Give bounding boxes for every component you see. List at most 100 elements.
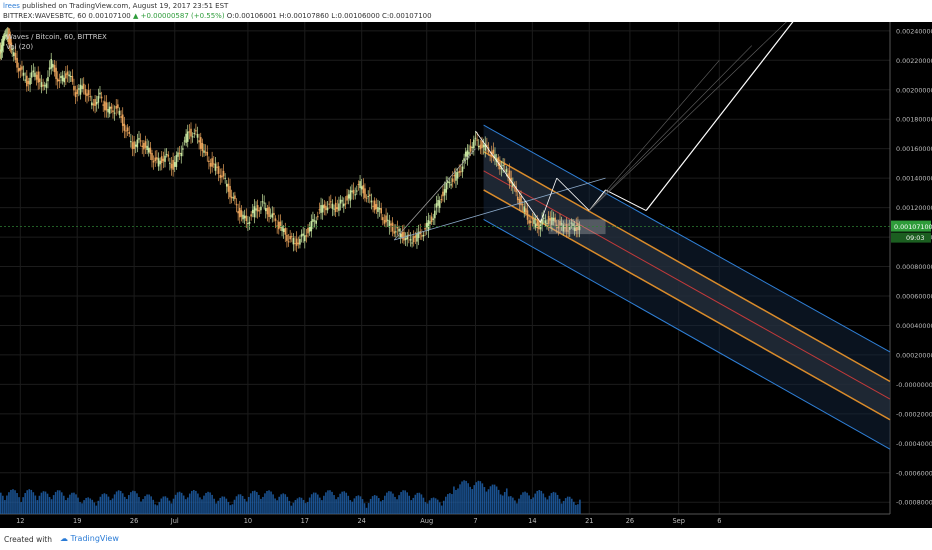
candle-body — [487, 147, 490, 153]
candle-body — [84, 89, 87, 95]
author-link[interactable]: lrees — [3, 2, 20, 10]
candle-body — [92, 103, 95, 106]
candle-body — [35, 74, 38, 80]
candle-body — [8, 35, 10, 42]
candle-body — [160, 156, 163, 163]
candle-body — [29, 77, 31, 85]
candle-body — [351, 190, 353, 193]
candle-body — [520, 196, 522, 206]
candle-body — [7, 34, 9, 39]
candle-body — [481, 140, 483, 149]
volume-bar — [554, 492, 557, 514]
candle-body — [541, 219, 543, 225]
candle-body — [456, 172, 459, 179]
volume-bar — [89, 498, 92, 514]
candle-body — [404, 238, 407, 241]
candle-body — [151, 152, 153, 161]
candle-body — [346, 195, 348, 201]
candle-body — [331, 203, 334, 209]
volume-bar — [390, 491, 392, 514]
candle-body — [42, 84, 44, 87]
candle-body — [243, 215, 246, 219]
tradingview-logo[interactable]: ☁ TradingView — [60, 534, 119, 543]
volume-bar — [564, 498, 567, 514]
candle-body — [330, 201, 332, 203]
candle-body — [575, 225, 578, 231]
candle-body — [138, 138, 140, 140]
candle-body — [464, 151, 467, 157]
candle-body — [274, 218, 277, 221]
volume-bar — [48, 497, 51, 514]
candle-body — [559, 220, 561, 226]
candle-body — [424, 228, 426, 230]
volume-bar — [349, 500, 352, 514]
candle-body — [65, 73, 67, 79]
projection-line — [645, 22, 794, 211]
volume-bar — [534, 493, 537, 514]
candle-body — [19, 67, 22, 71]
volume-bar — [499, 494, 502, 514]
volume-bar — [331, 491, 333, 514]
volume-bar — [176, 492, 179, 514]
candle-body — [421, 235, 423, 237]
volume-bar — [542, 493, 545, 514]
volume-bar — [345, 492, 348, 514]
candle-body — [308, 226, 311, 232]
volume-bar — [197, 493, 199, 514]
candle-body — [53, 64, 56, 73]
y-tick-label: 0.00200000 — [896, 86, 932, 94]
candle-body — [0, 49, 2, 52]
volume-bar — [566, 496, 569, 514]
volume-bar — [10, 489, 12, 514]
candle-body — [284, 228, 287, 235]
candle-body — [385, 215, 387, 223]
volume-bar — [308, 497, 311, 514]
candle-body — [380, 208, 382, 214]
price-chart[interactable]: 0.00240000 0.00220000 0.00200000 0.00180000… — [0, 22, 932, 528]
volume-bar — [201, 499, 203, 514]
volume-bar — [8, 492, 10, 514]
candle-body — [523, 206, 526, 212]
volume-bar — [99, 496, 102, 514]
candle-body — [339, 199, 342, 204]
volume-bar — [91, 499, 94, 514]
volume-bar — [73, 492, 75, 514]
candle-body — [303, 235, 306, 242]
candle-body — [86, 93, 88, 97]
y-tick-label: -0.00020000 — [896, 410, 932, 418]
volume-bar — [229, 505, 232, 514]
candle-body — [73, 86, 75, 91]
fan-line — [589, 60, 720, 211]
candle-body — [69, 75, 72, 77]
candle-body — [190, 128, 192, 137]
candle-body — [373, 200, 376, 211]
trend-line — [393, 148, 476, 241]
symbol-label: BITTREX:WAVESBTC, 60 — [3, 12, 87, 20]
candle-body — [549, 218, 552, 221]
volume-bar — [323, 495, 325, 514]
volume-bar — [101, 494, 104, 514]
candle-body — [4, 35, 6, 37]
candle-body — [437, 200, 439, 206]
symbol-quote-line: BITTREX:WAVESBTC, 60 0.00107100 ▲ +0.000… — [3, 12, 432, 20]
volume-bar — [245, 501, 248, 514]
volume-indicator-label[interactable]: Vol (20) — [6, 43, 34, 51]
volume-bar — [363, 503, 366, 514]
candle-body — [442, 191, 444, 197]
candle-body — [531, 217, 534, 220]
x-tick-label: 26 — [130, 517, 138, 525]
volume-bar — [199, 497, 201, 514]
candle-body — [377, 207, 379, 212]
volume-bar — [552, 491, 555, 514]
countdown-tag — [891, 232, 931, 243]
publish-header: lrees published on TradingView.com, Augu… — [0, 0, 932, 22]
volume-bar — [420, 494, 423, 514]
chart-canvas[interactable]: 0.00240000 0.00220000 0.00200000 0.00180000… — [0, 22, 932, 528]
volume-bar — [426, 503, 429, 514]
volume-bar — [410, 500, 413, 514]
volume-bar — [465, 480, 467, 514]
candle-body — [513, 184, 516, 186]
candle-body — [534, 223, 537, 228]
volume-bar — [103, 493, 106, 514]
volume-bar — [32, 492, 35, 514]
